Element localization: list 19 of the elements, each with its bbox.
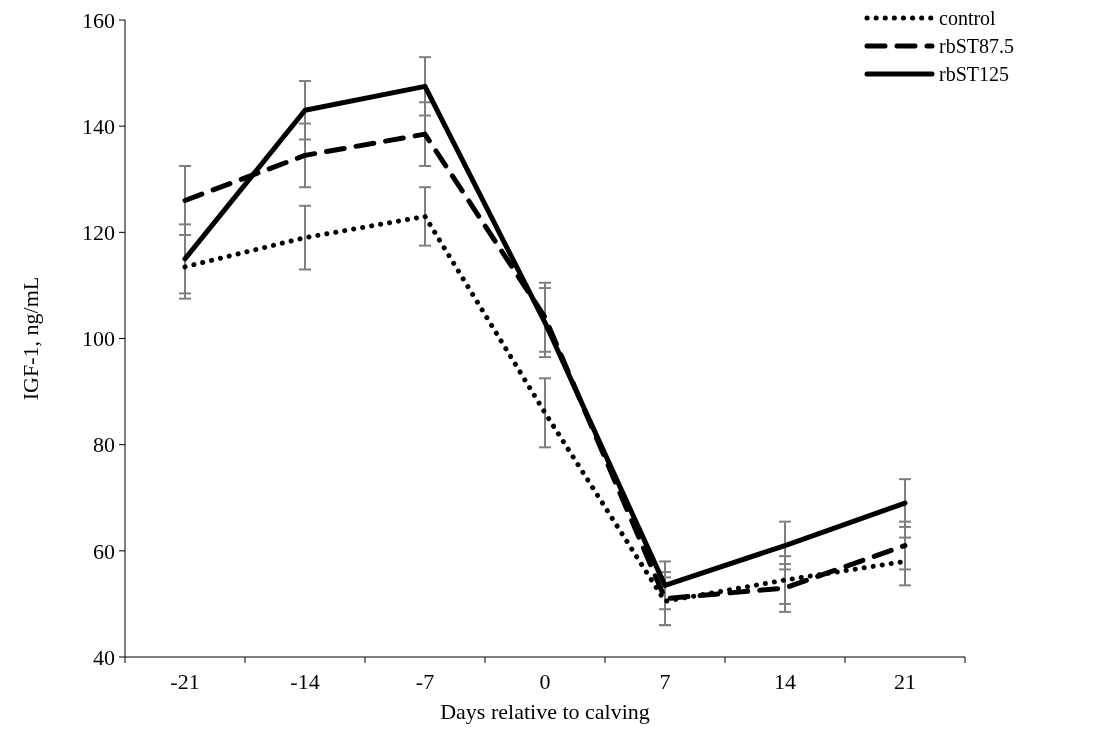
legend-label: rbST87.5 <box>939 35 1014 57</box>
x-tick-label: -7 <box>415 669 435 694</box>
y-tick-label: 40 <box>93 644 115 670</box>
x-axis-title: Days relative to calving <box>440 699 650 724</box>
x-tick-label: -14 <box>290 669 320 694</box>
x-tick-label: 21 <box>894 669 916 694</box>
legend-label: rbST125 <box>939 63 1009 85</box>
y-tick-label: 80 <box>93 432 115 458</box>
y-axis-title: IGF-1, ng/mL <box>18 276 43 401</box>
y-tick-label: 60 <box>93 538 115 564</box>
x-tick-label: 0 <box>539 669 551 694</box>
x-tick-label: -21 <box>170 669 200 694</box>
x-tick-label: 7 <box>659 669 671 694</box>
x-tick-label: 14 <box>774 669 796 694</box>
y-tick-label: 120 <box>82 220 115 246</box>
y-tick-label: 140 <box>82 113 115 139</box>
y-tick-label: 100 <box>82 326 115 352</box>
legend-label: control <box>939 7 997 29</box>
y-tick-label: 160 <box>82 7 115 33</box>
